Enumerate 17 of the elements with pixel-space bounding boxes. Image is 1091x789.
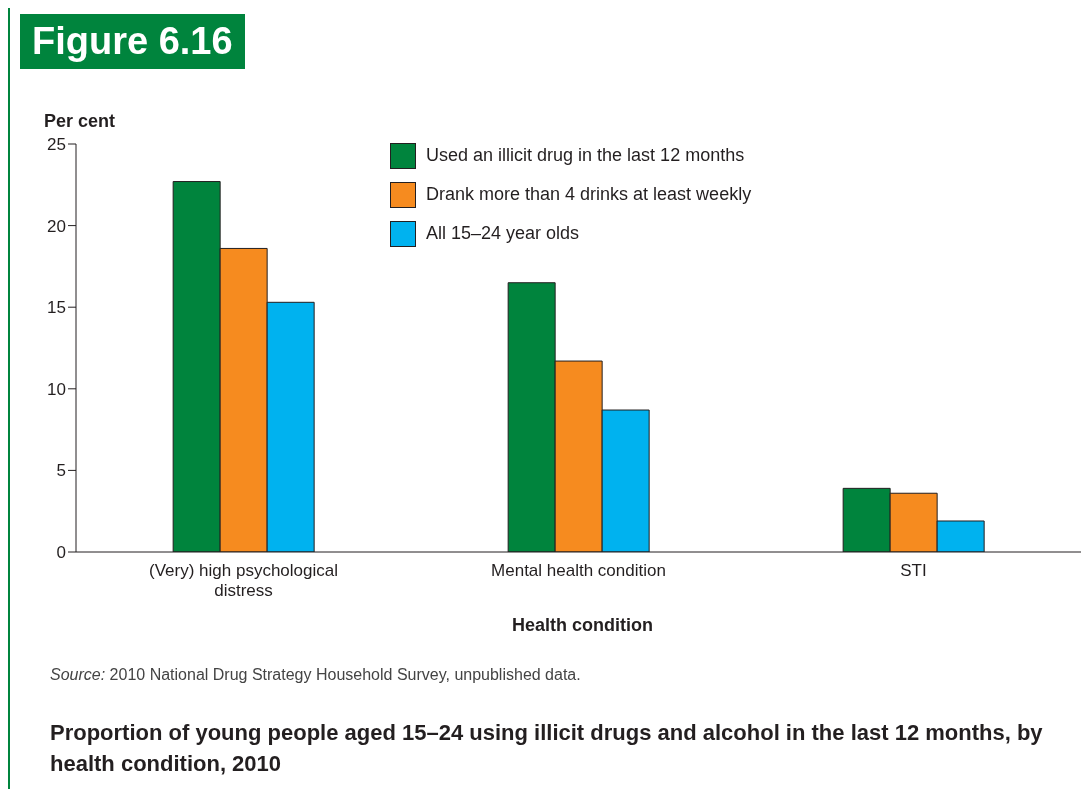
x-tick-label: (Very) high psychological distress [149, 561, 338, 600]
y-tick-label: 15 [47, 298, 66, 318]
y-tick-label: 25 [47, 135, 66, 155]
y-axis-title: Per cent [44, 111, 116, 132]
x-tick-label: STI [900, 561, 927, 580]
y-tick-label: 0 [56, 543, 66, 563]
y-tick-label: 5 [56, 461, 66, 481]
chart-title: Figure 6.16 [20, 14, 245, 69]
text: Proportion of young people aged 15–24 using illicit drugs and alcohol in the last 12 months, by health condition, 2010 [50, 719, 1044, 778]
y-tick-label: 10 [47, 379, 66, 399]
y-tick-label: 20 [47, 216, 66, 236]
source-note: Source: 2010 National Drug Strategy Household Survey, unpublished data. [50, 666, 581, 683]
x-axis-title: Health condition [511, 615, 654, 636]
legend-label: All 15–24 year olds [426, 223, 580, 244]
x-tick-label: Mental health condition [491, 561, 666, 580]
legend-label: Used an illicit drug in the last 12 months [426, 145, 745, 166]
legend-label: Drank more than 4 drinks at least weekly [426, 184, 752, 205]
